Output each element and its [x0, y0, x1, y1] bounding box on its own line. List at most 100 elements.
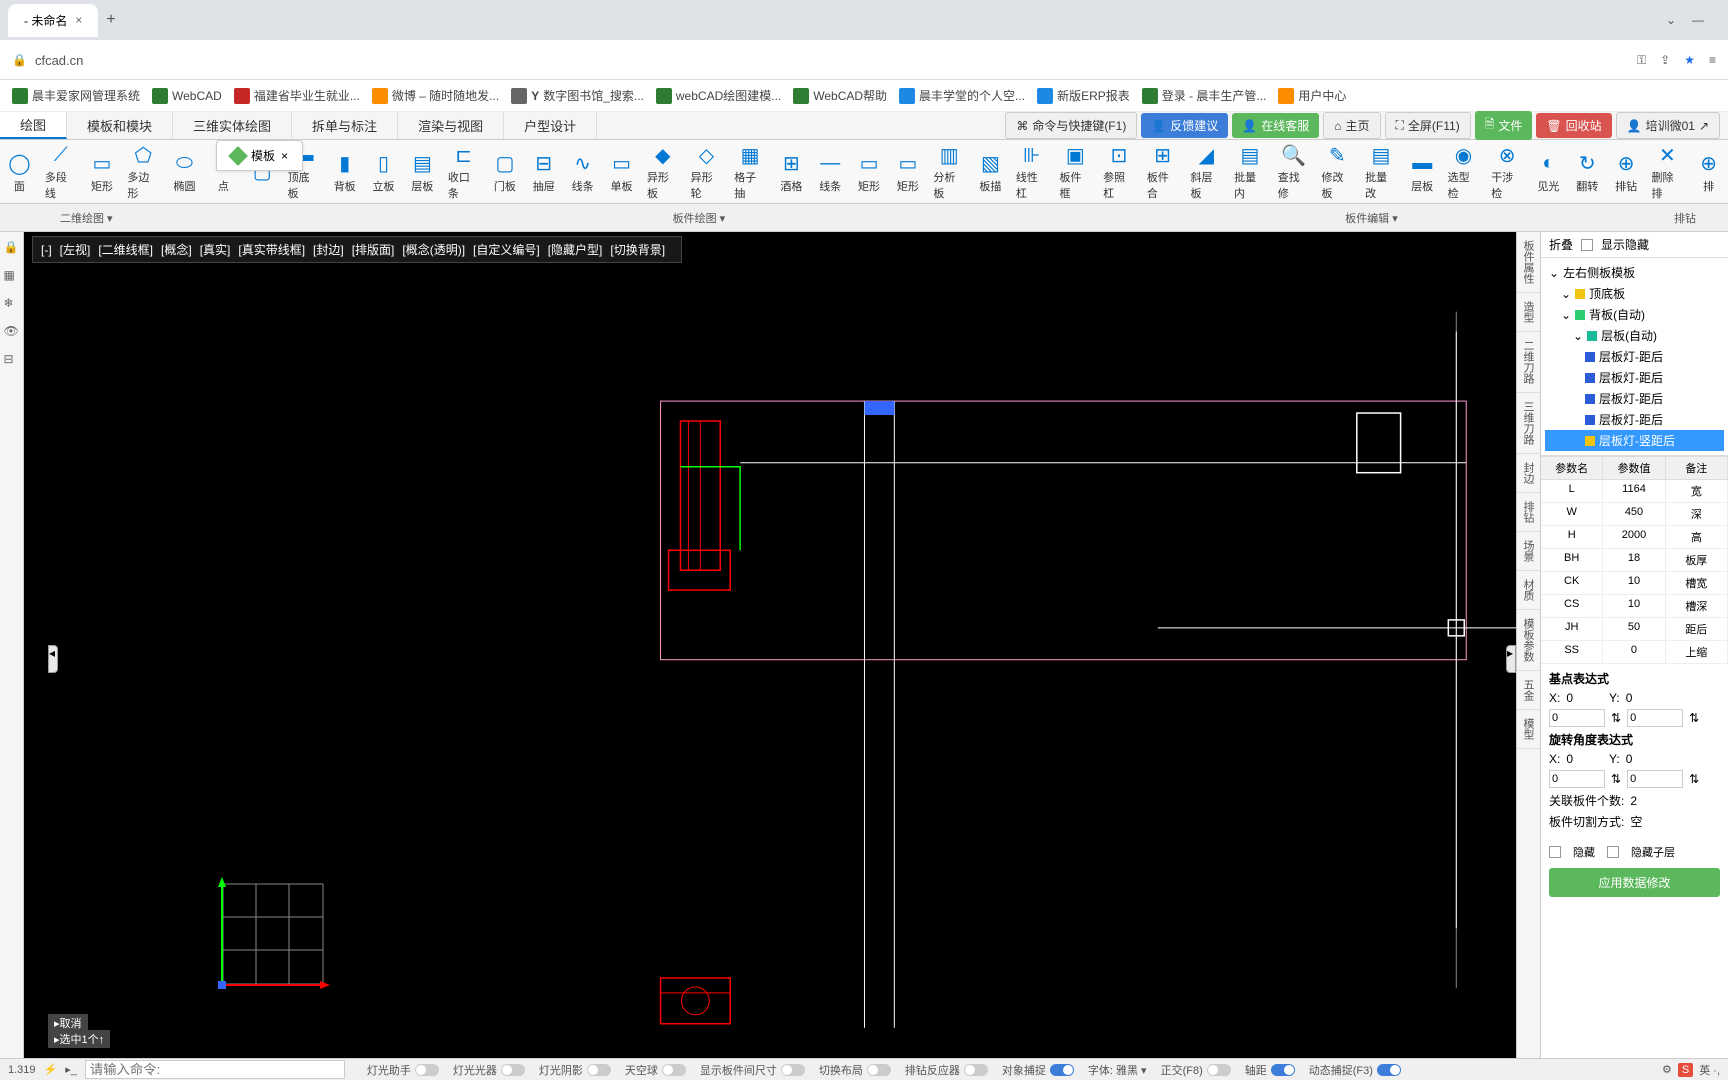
ribbon-矩形[interactable]: ▭矩形 — [888, 140, 927, 203]
star-icon[interactable]: ★ — [1684, 53, 1695, 67]
bookmark[interactable]: 福建省毕业生就业... — [234, 87, 360, 104]
tree-leaf[interactable]: 层板灯-距后 — [1545, 346, 1724, 367]
ribbon-矩形[interactable]: ▭矩形 — [83, 140, 122, 203]
ribbon-删除排[interactable]: ✕删除排 — [1646, 140, 1690, 203]
ribbon-层板[interactable]: ▬层板 — [1403, 140, 1442, 203]
ribbon-分析板[interactable]: ▥分析板 — [927, 140, 971, 203]
param-row[interactable]: L1164宽 — [1541, 480, 1728, 503]
right-tab[interactable]: 场景 — [1517, 532, 1540, 571]
ribbon-修改板[interactable]: ✎修改板 — [1315, 140, 1359, 203]
tree-node-selected[interactable]: 层板灯-竖距后 — [1545, 430, 1724, 451]
menu-0[interactable]: 绘图 — [0, 112, 67, 139]
status-item[interactable]: 灯光光器 — [453, 1062, 525, 1078]
view-option[interactable]: [概念(透明)] — [402, 243, 465, 257]
lightning-icon[interactable]: ⚡ — [44, 1063, 58, 1076]
status-item[interactable]: 动态捕捉(F3) — [1309, 1062, 1401, 1078]
status-item[interactable]: 字体: 雅黑 ▾ — [1088, 1062, 1147, 1078]
status-item[interactable]: 灯光阴影 — [539, 1062, 611, 1078]
right-tab[interactable]: 二维刀路 — [1517, 332, 1540, 393]
ribbon-排钻[interactable]: ⊕排钻 — [1607, 140, 1646, 203]
panel-handle-right[interactable]: ▸ — [1506, 645, 1516, 673]
param-row[interactable]: H2000高 — [1541, 526, 1728, 549]
ry-input[interactable] — [1627, 770, 1683, 788]
bookmark[interactable]: 微博 – 随时随地发... — [372, 87, 499, 104]
param-row[interactable]: JH50距后 — [1541, 618, 1728, 641]
group-board-edit[interactable]: 板件编辑 ▾ — [1325, 210, 1418, 226]
ribbon-矩形[interactable]: ▭矩形 — [850, 140, 889, 203]
ribbon-多段线[interactable]: ⟋多段线 — [39, 140, 83, 203]
user-button[interactable]: 👤 培训微01 ↗ — [1616, 112, 1720, 139]
cmd-shortcut-button[interactable]: ⌘ 命令与快捷键(F1) — [1005, 112, 1137, 139]
tree-node[interactable]: ⌄ 背板(自动) — [1545, 304, 1724, 325]
ribbon-斜层板[interactable]: ◢斜层板 — [1184, 140, 1228, 203]
right-tab[interactable]: 三维刀路 — [1517, 393, 1540, 454]
status-item[interactable]: 轴距 — [1245, 1062, 1295, 1078]
menu-3[interactable]: 拆单与标注 — [292, 112, 398, 139]
template-tab[interactable]: 模板 × — [216, 140, 303, 171]
group-drill[interactable]: 排钻 — [1654, 210, 1716, 226]
status-item[interactable]: 对象捕捉 — [1002, 1062, 1074, 1078]
tree-leaf[interactable]: 层板灯-距后 — [1545, 367, 1724, 388]
ime-indicator[interactable]: S — [1678, 1063, 1693, 1077]
right-tab[interactable]: 模板参数 — [1517, 610, 1540, 671]
apply-button[interactable]: 应用数据修改 — [1549, 868, 1720, 897]
status-item[interactable]: 天空球 — [625, 1062, 686, 1078]
bookmark[interactable]: 新版ERP报表 — [1037, 87, 1130, 104]
y-input[interactable] — [1627, 709, 1683, 727]
layers-icon[interactable]: ▦ — [4, 268, 20, 284]
lock-icon[interactable]: 🔒 — [4, 240, 20, 256]
ribbon-参照杠[interactable]: ⊡参照杠 — [1097, 140, 1141, 203]
ribbon-见光[interactable]: ◐见光 — [1529, 140, 1568, 203]
settings-icon[interactable]: ⚙ — [1662, 1063, 1672, 1076]
show-icon[interactable]: 👁 — [4, 324, 20, 340]
ribbon-翻转[interactable]: ↻翻转 — [1568, 140, 1607, 203]
right-tab[interactable]: 造型 — [1517, 293, 1540, 332]
service-button[interactable]: 👤 在线客服 — [1232, 113, 1319, 138]
home-button[interactable]: ⌂ 主页 — [1323, 112, 1380, 139]
hide-icon[interactable]: ⊟ — [4, 352, 20, 368]
ribbon-多边形[interactable]: ⬠多边形 — [121, 140, 165, 203]
ribbon-干涉检[interactable]: ⊗干涉检 — [1485, 140, 1529, 203]
ribbon-异形轮[interactable]: ◇异形轮 — [685, 140, 729, 203]
view-option[interactable]: [切换背景] — [610, 243, 665, 257]
view-option[interactable]: [二维线框] — [98, 243, 153, 257]
canvas[interactable]: [-][左视][二维线框][概念][真实][真实带线框][封边][排版面][概念… — [24, 232, 1516, 1058]
close-icon[interactable]: × — [281, 149, 288, 163]
right-tab[interactable]: 排钻 — [1517, 493, 1540, 532]
menu-5[interactable]: 户型设计 — [504, 112, 597, 139]
right-tab[interactable]: 材质 — [1517, 571, 1540, 610]
ribbon-线条[interactable]: ∿线条 — [563, 140, 602, 203]
view-option[interactable]: [排版面] — [352, 243, 395, 257]
ribbon-立板[interactable]: ▯立板 — [364, 140, 403, 203]
ribbon-线条[interactable]: —线条 — [811, 140, 850, 203]
right-tab[interactable]: 封边 — [1517, 454, 1540, 493]
ribbon-线性杠[interactable]: ⊪线性杠 — [1010, 140, 1054, 203]
url-text[interactable]: cfcad.cn — [35, 53, 83, 68]
view-option[interactable]: [左视] — [60, 243, 91, 257]
bookmark[interactable]: webCAD绘图建模... — [656, 87, 781, 104]
command-input[interactable] — [85, 1060, 345, 1079]
tree-node[interactable]: ⌄ 顶底板 — [1545, 283, 1724, 304]
hide-sub-checkbox[interactable] — [1607, 846, 1619, 858]
view-option[interactable]: [真实带线框] — [238, 243, 305, 257]
ribbon-单板[interactable]: ▭单板 — [602, 140, 641, 203]
menu-2[interactable]: 三维实体绘图 — [173, 112, 292, 139]
right-tab[interactable]: 模型 — [1517, 710, 1540, 749]
view-option[interactable]: [自定义编号] — [473, 243, 540, 257]
ribbon-收口条[interactable]: ⊏收口条 — [442, 140, 486, 203]
file-button[interactable]: 🗎 文件 — [1475, 111, 1533, 140]
ribbon-格子抽[interactable]: ▦格子抽 — [728, 140, 772, 203]
menu-4[interactable]: 渲染与视图 — [398, 112, 504, 139]
browser-tab[interactable]: - 未命名 × — [8, 4, 98, 37]
fold-button[interactable]: 折叠 — [1549, 236, 1573, 253]
ribbon-门板[interactable]: ▢门板 — [486, 140, 525, 203]
ribbon-查找修[interactable]: 🔍查找修 — [1272, 140, 1316, 203]
ribbon-板描[interactable]: ▧板描 — [971, 140, 1010, 203]
status-item[interactable]: 正交(F8) — [1161, 1062, 1231, 1078]
new-tab-button[interactable]: + — [106, 11, 115, 29]
ribbon-椭圆[interactable]: ⬭椭圆 — [165, 140, 204, 203]
bookmark[interactable]: 晨丰爱家网管理系统 — [12, 87, 140, 104]
ribbon-板件框[interactable]: ▣板件框 — [1054, 140, 1098, 203]
ribbon-批量内[interactable]: ▤批量内 — [1228, 140, 1272, 203]
status-item[interactable]: 排钻反应器 — [905, 1062, 988, 1078]
